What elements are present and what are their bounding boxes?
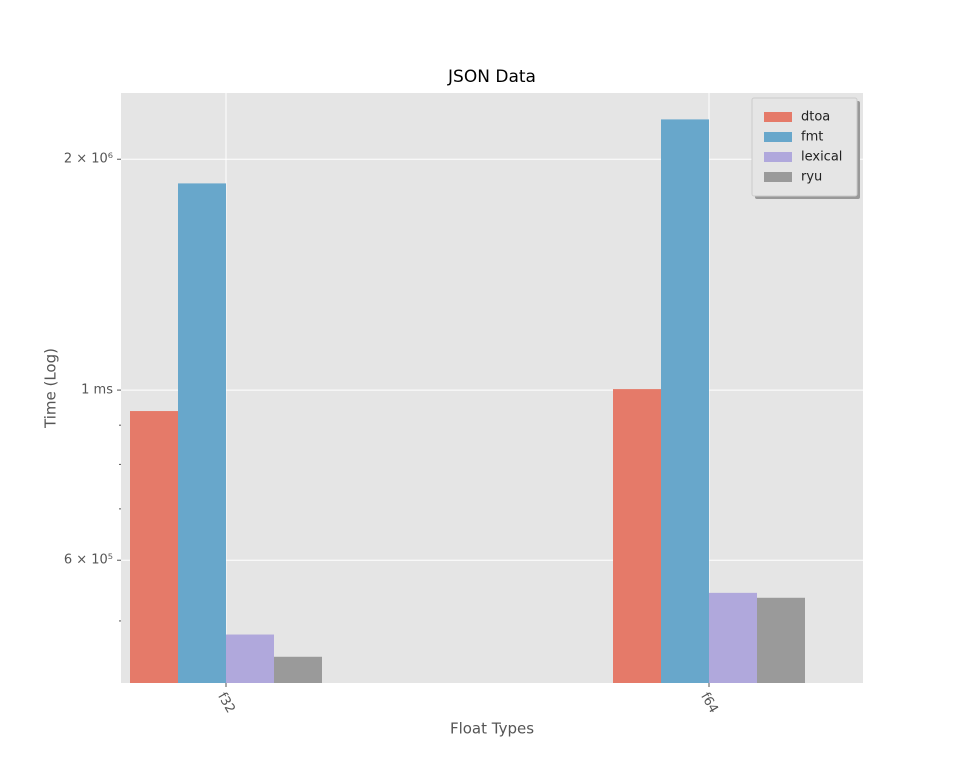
x-axis-label: Float Types [450, 720, 534, 738]
bar [130, 411, 178, 683]
bar [226, 634, 274, 683]
y-tick-label: 1 ms [81, 383, 113, 398]
x-tick-label: f32 [214, 690, 238, 716]
legend-label: ryu [801, 170, 822, 185]
legend-swatch [764, 172, 792, 182]
y-axis-label: Time (Log) [42, 348, 60, 429]
chart-title: JSON Data [447, 67, 536, 87]
legend-swatch [764, 132, 792, 142]
bar [178, 183, 226, 683]
bar [661, 119, 709, 683]
legend-swatch [764, 152, 792, 162]
legend-swatch [764, 112, 792, 122]
bar [274, 656, 322, 683]
bar [709, 592, 757, 683]
legend: dtoa fmt lexical ryu [751, 97, 860, 199]
legend-box [751, 97, 858, 197]
legend-label: lexical [801, 150, 842, 165]
bar [757, 597, 805, 683]
x-tick-label: f64 [697, 690, 721, 716]
bars [130, 119, 805, 683]
grid: f32 f64 6 × 10⁵ 1 ms 2 × 10⁶ [64, 93, 863, 716]
legend-label: dtoa [801, 110, 830, 125]
legend-label: fmt [801, 130, 823, 145]
bar [613, 389, 661, 683]
plot-area [121, 93, 863, 683]
y-tick-label: 2 × 10⁶ [64, 152, 113, 167]
y-tick-label: 6 × 10⁵ [64, 553, 113, 568]
